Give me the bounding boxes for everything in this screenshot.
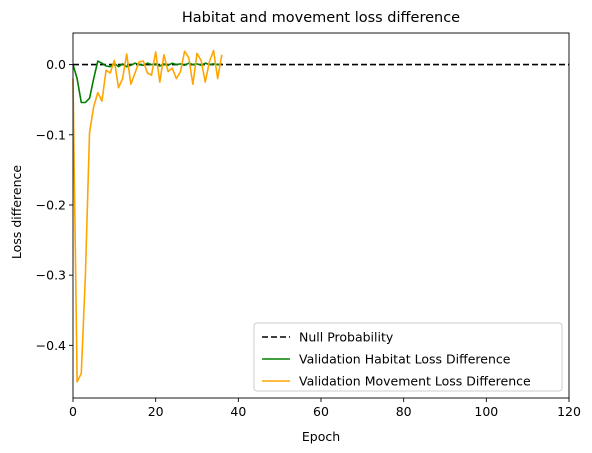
x-tick-label: 80 (396, 404, 412, 419)
plot-frame (72, 32, 570, 399)
plot-area (72, 49, 569, 383)
x-tick-label: 40 (230, 404, 246, 419)
legend-entry-label: Validation Movement Loss Difference (299, 374, 531, 389)
x-tick-label: 0 (69, 404, 77, 419)
y-tick-label: −0.4 (36, 338, 66, 353)
y-tick-label: −0.1 (36, 127, 66, 142)
legend: Null Probability Validation Habitat Loss … (253, 322, 563, 392)
legend-entry-label: Null Probability (299, 330, 394, 345)
x-axis-title: Epoch (302, 429, 340, 444)
x-tick-label: 100 (474, 404, 498, 419)
x-tick-label: 60 (313, 404, 329, 419)
y-axis-title: Loss difference (9, 165, 24, 259)
y-tick-label: 0.0 (46, 57, 66, 72)
chart-title: Habitat and movement loss difference (182, 10, 460, 26)
x-tick-label: 120 (557, 404, 581, 419)
series-line-2 (72, 49, 223, 383)
y-tick-label: −0.3 (36, 268, 66, 283)
x-tick-label: 20 (148, 404, 164, 419)
y-tick-label: −0.2 (36, 197, 66, 212)
y-axis: 0.0 −0.1 −0.2 −0.3 −0.4 (36, 57, 73, 353)
legend-entry-label: Validation Habitat Loss Difference (299, 352, 511, 367)
x-axis: 0 20 40 60 80 100 120 (69, 398, 581, 419)
legend-box (253, 322, 563, 392)
series-line-1 (72, 60, 222, 104)
